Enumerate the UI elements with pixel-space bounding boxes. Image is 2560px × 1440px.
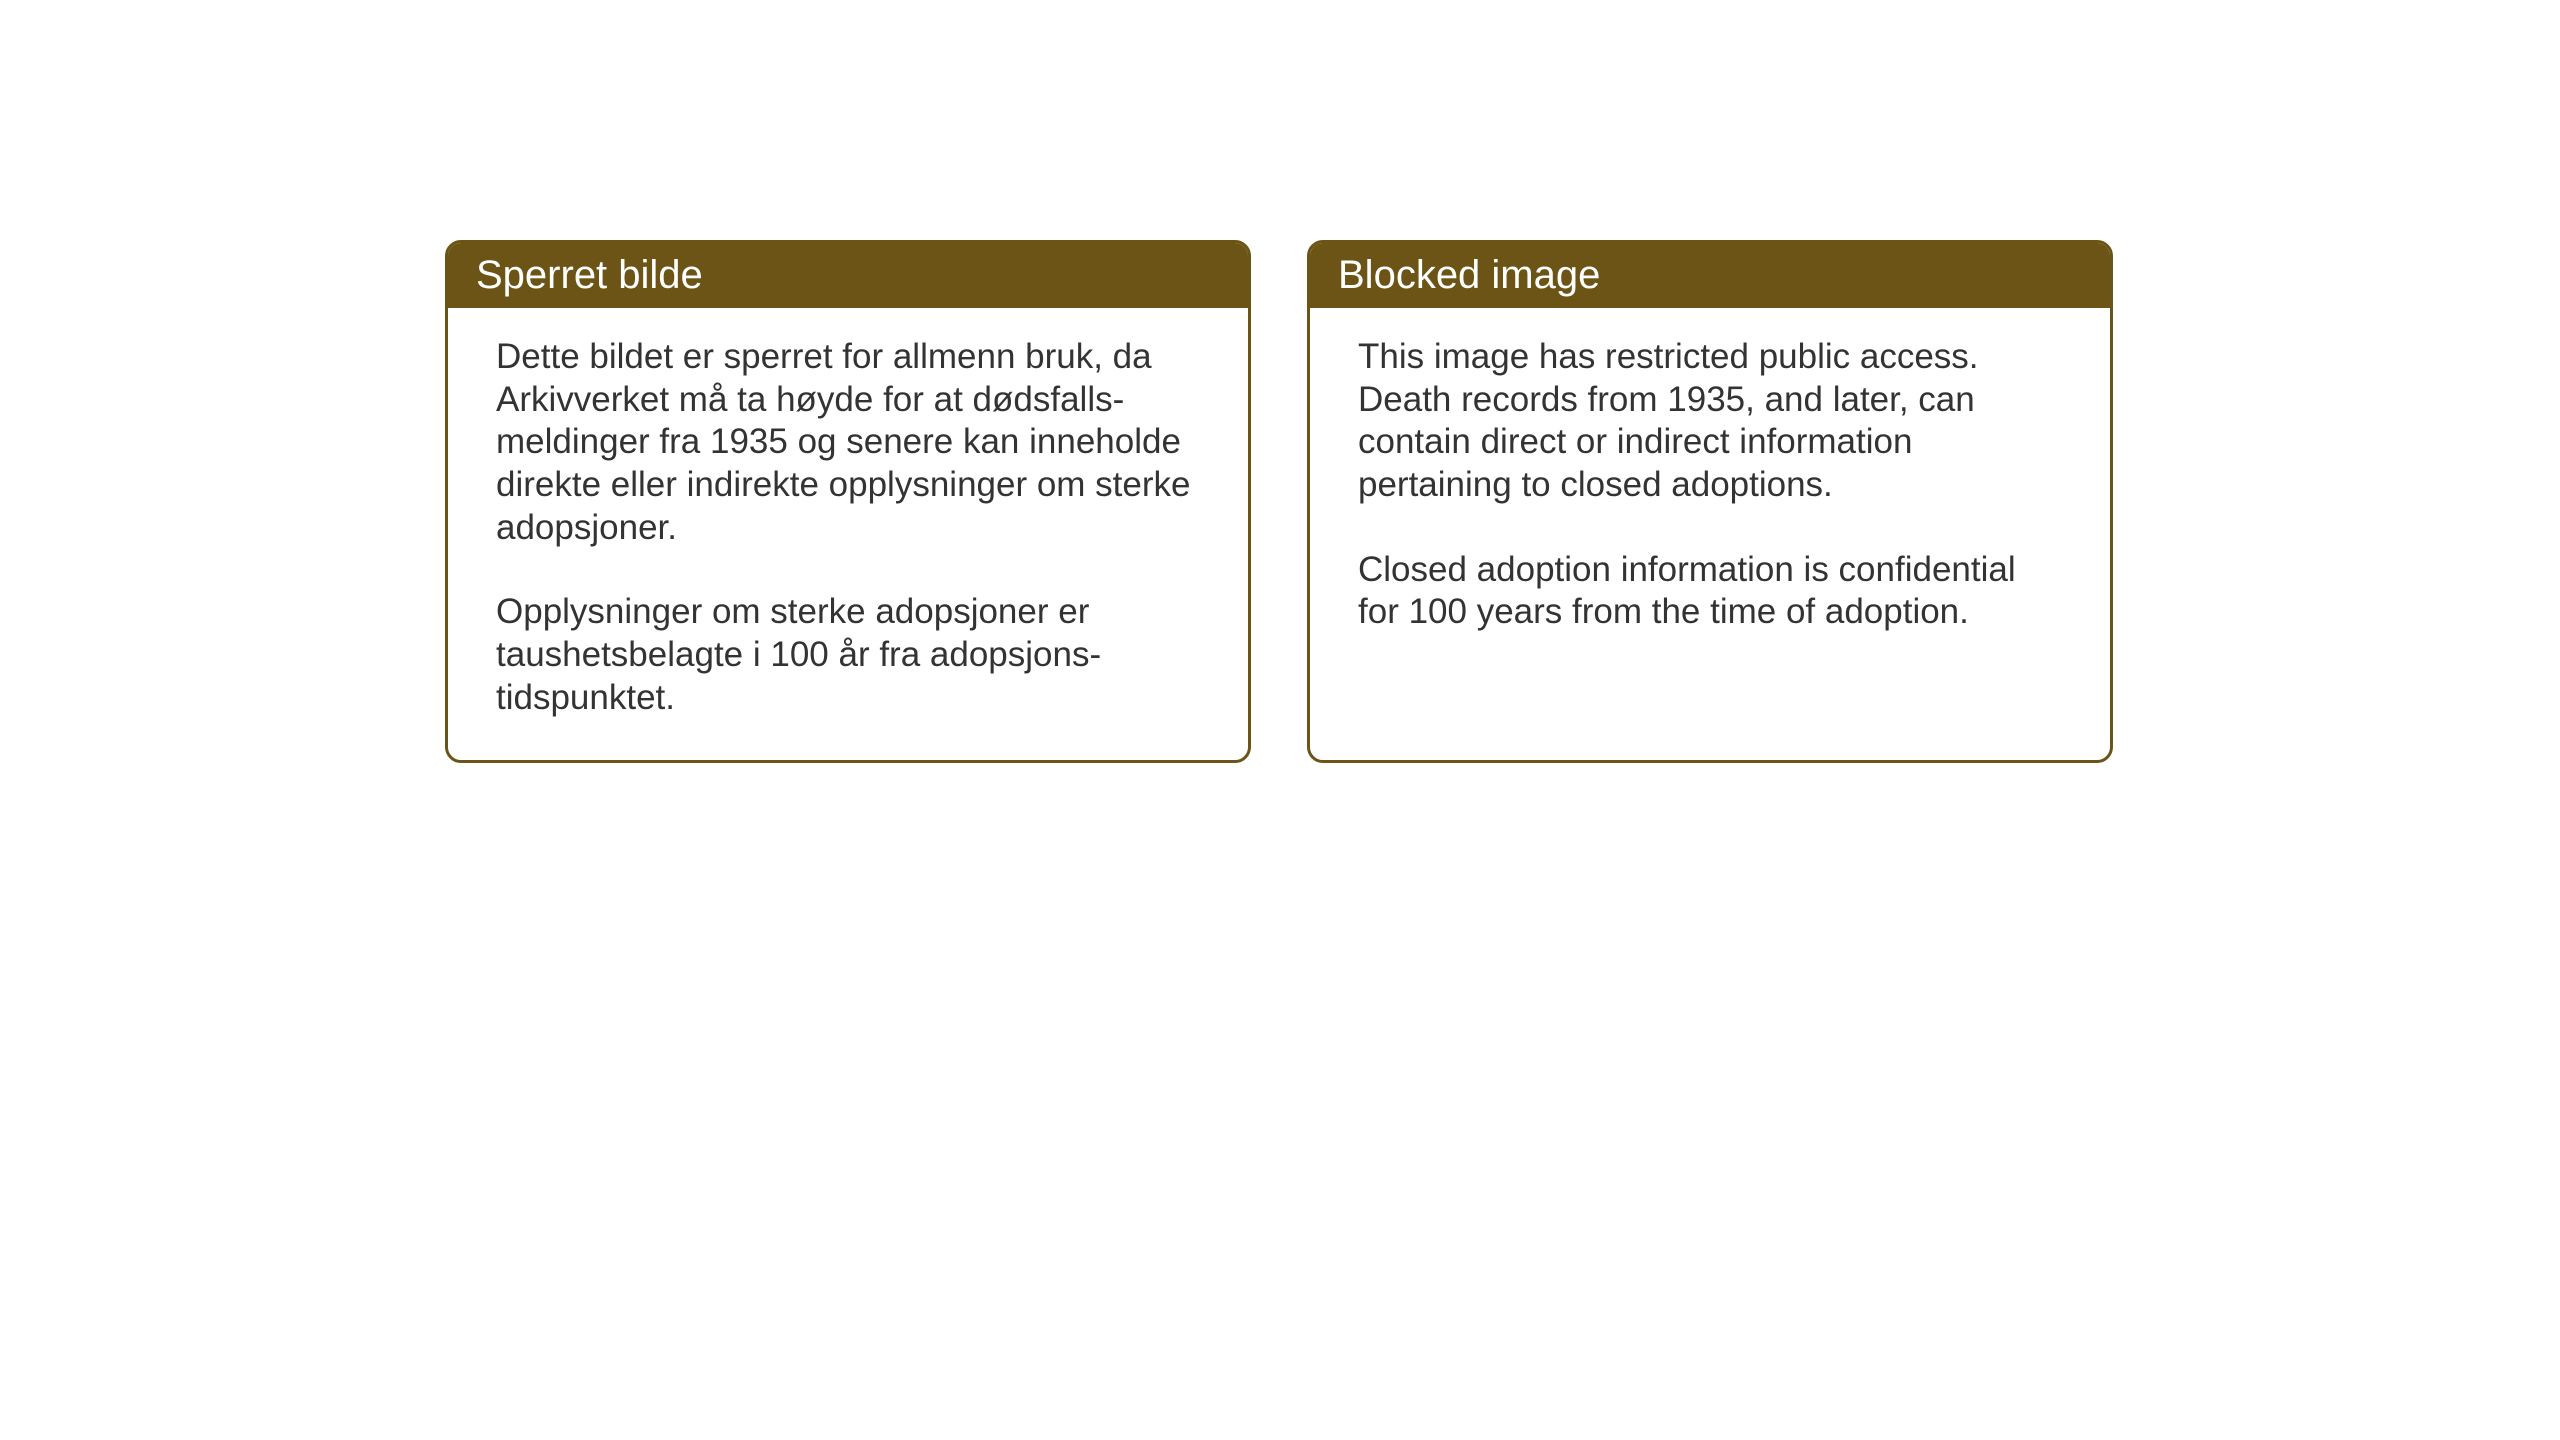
english-notice-title: Blocked image — [1310, 243, 2110, 308]
english-notice-box: Blocked image This image has restricted … — [1307, 240, 2113, 763]
notice-container: Sperret bilde Dette bildet er sperret fo… — [445, 240, 2113, 763]
english-paragraph-2: Closed adoption information is confident… — [1358, 549, 2062, 634]
norwegian-notice-box: Sperret bilde Dette bildet er sperret fo… — [445, 240, 1251, 763]
english-notice-body: This image has restricted public access.… — [1310, 308, 2110, 674]
norwegian-paragraph-1: Dette bildet er sperret for allmenn bruk… — [496, 336, 1200, 549]
norwegian-paragraph-2: Opplysninger om sterke adopsjoner er tau… — [496, 591, 1200, 719]
english-paragraph-1: This image has restricted public access.… — [1358, 336, 2062, 507]
norwegian-notice-body: Dette bildet er sperret for allmenn bruk… — [448, 308, 1248, 760]
norwegian-notice-title: Sperret bilde — [448, 243, 1248, 308]
